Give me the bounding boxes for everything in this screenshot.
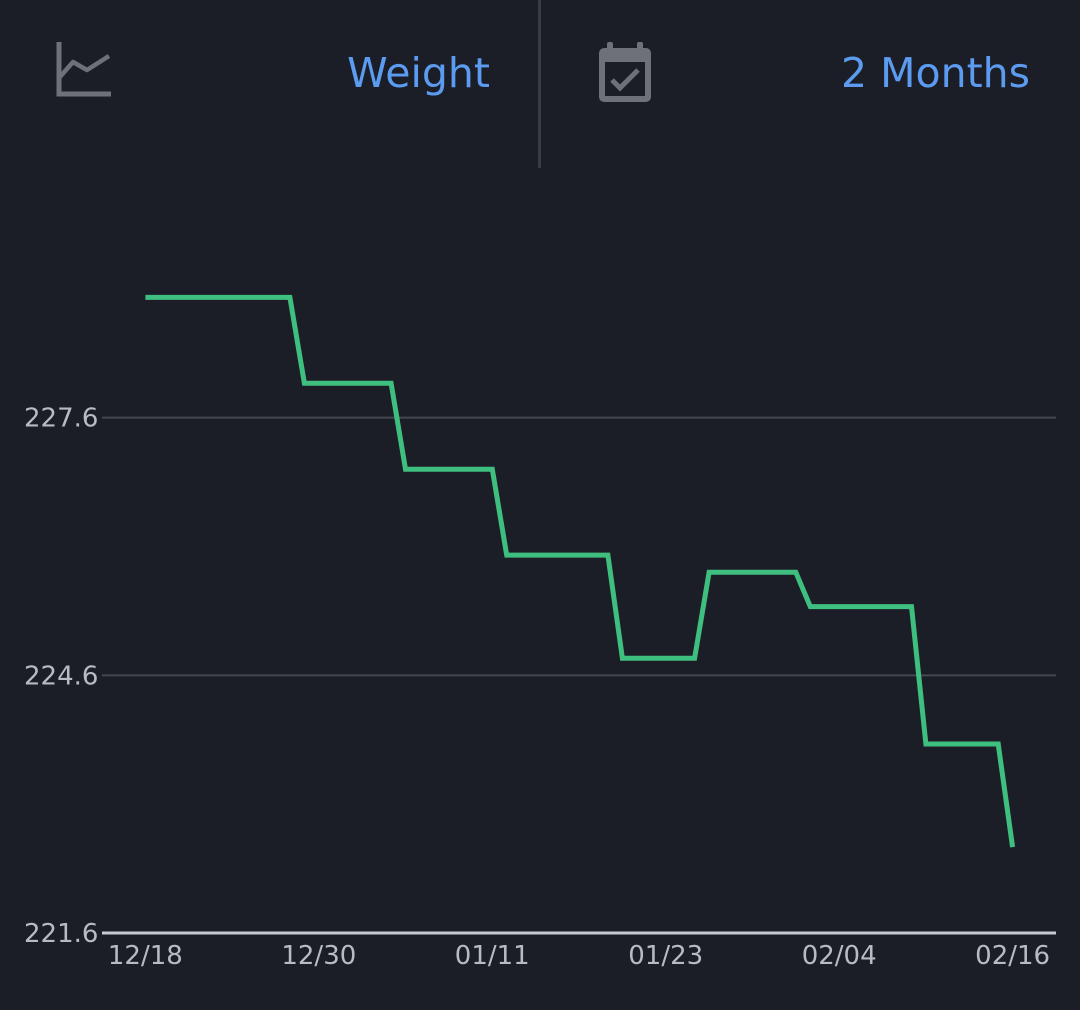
series-line: [145, 294, 1016, 848]
metric-selector-button[interactable]: Weight: [0, 0, 538, 148]
x-tick-label: 01/11: [455, 941, 530, 971]
x-tick-label: 12/30: [281, 941, 356, 971]
range-label: 2 Months: [841, 49, 1030, 97]
x-tick-label: 02/04: [802, 941, 877, 971]
y-tick-label: 221.6: [24, 919, 98, 949]
y-tick-label: 224.6: [24, 661, 98, 691]
x-tick-label: 02/16: [975, 941, 1050, 971]
chart-toolbar: Weight 2 Months: [0, 0, 1080, 168]
toolbar-divider: [538, 0, 541, 168]
x-tick-label: 12/18: [108, 941, 183, 971]
calendar-check-icon: [599, 42, 651, 102]
y-tick-label: 227.6: [24, 404, 98, 434]
metric-label: Weight: [347, 49, 490, 97]
x-tick-label: 01/23: [628, 941, 703, 971]
line-chart-icon: [56, 42, 111, 97]
range-selector-button[interactable]: 2 Months: [541, 0, 1080, 148]
